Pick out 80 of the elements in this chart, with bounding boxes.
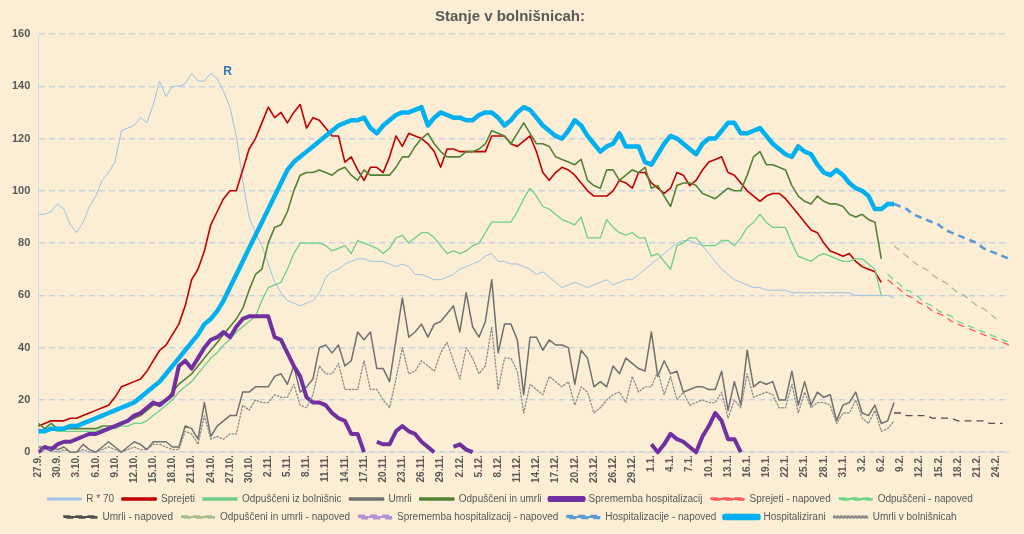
y-tick-label: 80: [18, 236, 31, 249]
x-tick-label: 8.11.: [300, 454, 312, 477]
x-tick-label: 15.10.: [147, 454, 159, 484]
x-tick-label: 27.10.: [223, 454, 235, 484]
legend-label: Hospitalizacije - napoved: [605, 510, 717, 522]
x-tick-label: 31.1.: [836, 454, 848, 478]
x-tick-label: 18.10.: [166, 454, 178, 484]
x-tick-label: 17.11.: [357, 454, 369, 483]
line-series: [892, 202, 1009, 261]
x-tick-label: 14.12.: [530, 454, 542, 484]
x-tick-label: 13.1.: [721, 454, 733, 478]
x-tick-label: 14.11.: [338, 454, 350, 483]
x-tick-label: 7.1.: [683, 454, 695, 472]
legend-label: Sprememba hospitalizacij: [588, 492, 703, 504]
x-tick-label: 30.10.: [242, 454, 254, 484]
x-tick-label: 23.12.: [587, 454, 599, 484]
legend-label: Sprejeti - napoved: [749, 492, 831, 504]
x-tick-label: 20.12.: [568, 454, 580, 484]
legend-label: Odpuščeni iz bolnišnic: [241, 492, 342, 504]
x-tick-label: 22.1.: [779, 454, 791, 478]
x-tick-label: 19.1.: [760, 454, 772, 478]
annotation: R: [223, 64, 233, 79]
y-tick-label: 140: [11, 79, 31, 92]
x-tick-label: 26.11.: [415, 454, 427, 483]
line-series: [893, 412, 1004, 425]
legend-label: Sprejeti: [161, 492, 195, 504]
x-tick-label: 12.10.: [127, 454, 139, 484]
y-tick-label: 100: [11, 183, 31, 196]
x-tick-label: 10.1.: [702, 454, 714, 478]
x-tick-label: 27.9.: [32, 454, 44, 478]
x-tick-label: 17.12.: [549, 454, 561, 484]
chart-title: Stanje v bolnišnicah:: [434, 7, 586, 25]
x-tick-label: 3.10.: [70, 454, 82, 478]
line-series: [38, 326, 895, 453]
y-tick-label: 160: [11, 27, 31, 40]
legend-label: Odpuščeni in umrli - napoved: [219, 510, 351, 522]
x-tick-label: 23.11.: [396, 454, 408, 483]
x-tick-label: 9.10.: [108, 454, 120, 478]
x-tick-label: 21.2.: [970, 454, 982, 478]
x-tick-label: 2.11.: [261, 454, 273, 477]
x-tick-label: 30.9.: [51, 454, 63, 478]
x-tick-label: 21.10.: [185, 454, 197, 484]
legend-label: Umrli: [388, 492, 412, 504]
legend-label: Odpuščeni - napoved: [877, 492, 973, 504]
x-tick-label: 1.1.: [645, 454, 657, 472]
x-tick-label: 12.2.: [913, 454, 925, 478]
x-tick-label: 11.11.: [319, 454, 331, 482]
x-tick-label: 4.1.: [664, 454, 676, 472]
legend-label: Hospitalizirani: [763, 510, 826, 522]
legend-label: Umrli - napoved: [102, 510, 173, 522]
line-series: [893, 245, 997, 320]
y-tick-label: 20: [18, 392, 31, 405]
x-tick-label: 24.10.: [204, 454, 216, 484]
x-tick-label: 29.12.: [625, 454, 637, 484]
x-tick-label: 8.12.: [491, 454, 503, 478]
legend-label: Odpuščeni in umrli: [458, 492, 542, 504]
x-tick-label: 5.12.: [472, 454, 484, 478]
x-tick-label: 25.1.: [798, 454, 810, 478]
x-tick-label: 5.11.: [281, 454, 293, 477]
y-tick-label: 0: [24, 445, 31, 458]
x-tick-label: 9.2.: [894, 454, 906, 472]
x-tick-label: 18.2.: [951, 454, 963, 478]
x-tick-label: 6.10.: [89, 454, 101, 478]
x-tick-label: 20.11.: [376, 454, 388, 483]
legend-label: R * 70: [86, 492, 115, 504]
x-tick-label: 28.1.: [817, 454, 829, 478]
legend-label: Sprememba hospitalizacij - napoved: [397, 510, 559, 522]
x-tick-label: 16.1.: [740, 454, 752, 478]
x-tick-label: 2.12.: [453, 454, 465, 478]
legend-label: Umrli v bolnišnicah: [872, 510, 957, 522]
y-tick-label: 40: [18, 340, 31, 353]
x-tick-label: 3.2.: [855, 454, 867, 472]
x-tick-label: 6.2.: [875, 454, 887, 472]
x-tick-label: 29.11.: [434, 454, 446, 483]
x-tick-label: 15.2.: [932, 454, 944, 478]
x-tick-label: 24.2.: [989, 454, 1001, 478]
x-tick-label: 26.12.: [606, 454, 618, 484]
y-tick-label: 60: [18, 288, 31, 301]
y-tick-label: 120: [11, 131, 31, 144]
x-tick-label: 11.12.: [511, 454, 523, 483]
